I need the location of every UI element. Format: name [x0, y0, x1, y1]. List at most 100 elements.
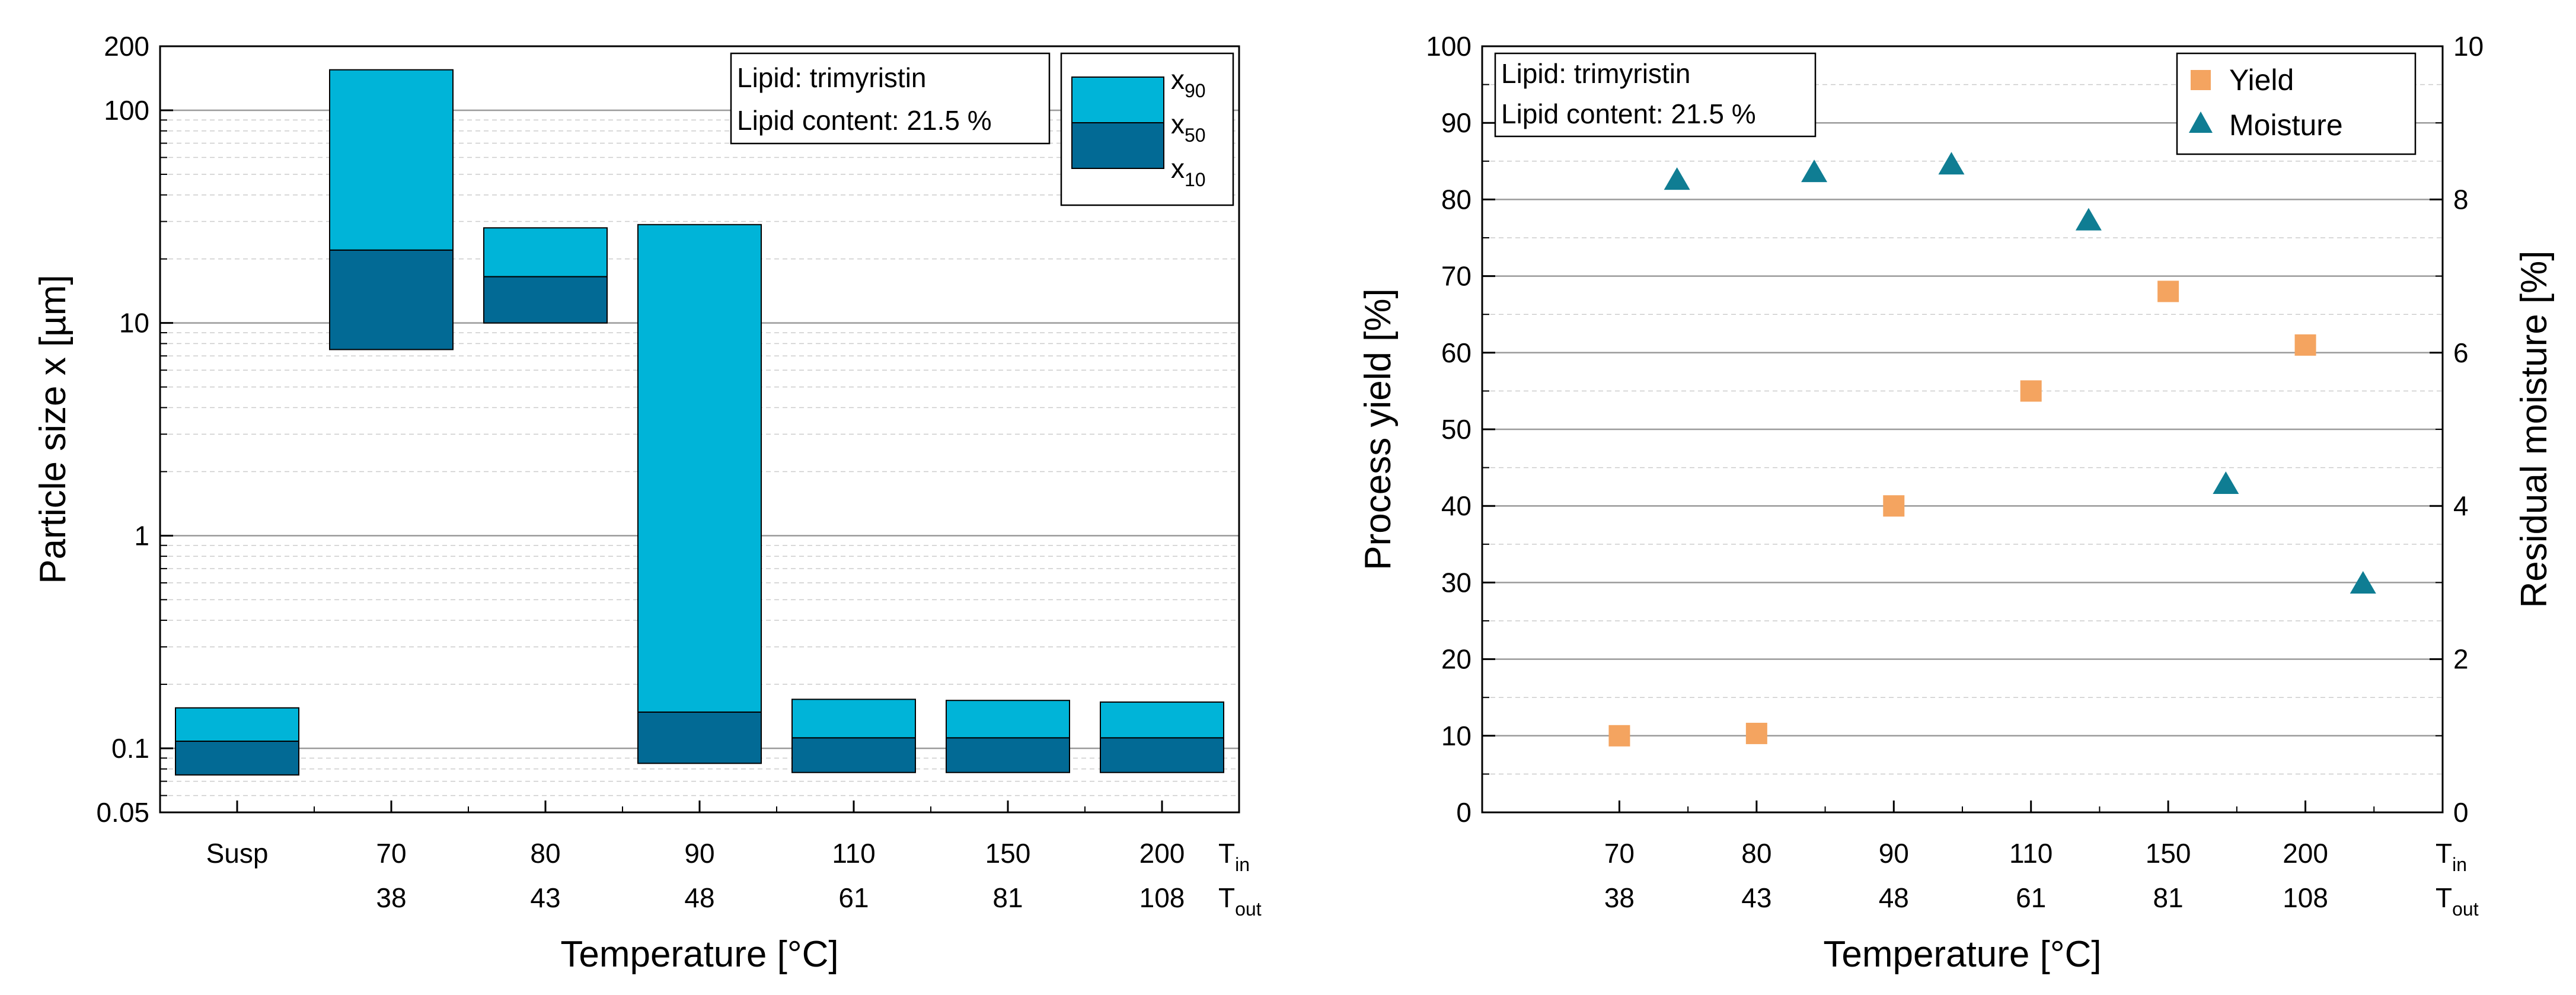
right-legend: Yield Moisture: [2176, 52, 2417, 155]
x-tick-label-tout: 43: [1741, 882, 1771, 913]
legend-x90-swatch: [1071, 76, 1164, 123]
legend-x50-swatch: [1071, 122, 1164, 169]
left-row-labels: Tin Tout: [1218, 838, 1262, 920]
y-tick-label: 10: [119, 308, 149, 339]
yield-point: [1608, 725, 1630, 747]
left-annotation-lipid: Lipid: trimyristin: [737, 62, 927, 93]
x-tick-label-tout: 61: [838, 882, 869, 913]
moisture-point: [1664, 167, 1690, 190]
legend-yield-label: Yield: [2229, 63, 2294, 97]
bar-x90-segment: [791, 699, 916, 739]
y-tick-label: 1: [134, 520, 149, 551]
x-tick-label-tout: 81: [992, 882, 1023, 913]
y-tick-label: 0.1: [111, 733, 149, 764]
y-tick-label: 40: [1441, 490, 1471, 521]
y-tick-label: 50: [1441, 414, 1471, 445]
x-tick-label-tin: 90: [1879, 838, 1909, 869]
x-tick-label-tin: 80: [530, 838, 560, 869]
yield-point: [1745, 722, 1767, 744]
x-tick-label-tin: 150: [2146, 838, 2191, 869]
y-tick-label: 100: [1426, 31, 1471, 62]
left-tout-label: Tout: [1218, 882, 1262, 920]
bar-x50-segment: [637, 711, 762, 764]
bar-x90-segment: [329, 69, 454, 251]
x-tick-label-tout: 48: [684, 882, 714, 913]
x-tick-label-tout: 43: [530, 882, 560, 913]
yield-point: [2294, 334, 2316, 356]
bar-x50-segment: [1100, 737, 1224, 773]
moisture-point: [2075, 208, 2102, 231]
x-tick-label-tin: 80: [1741, 838, 1771, 869]
x-tick-label-tout: 38: [376, 882, 406, 913]
moisture-point: [2350, 570, 2376, 594]
x-tick-label-tin: 70: [376, 838, 406, 869]
y-tick-label: 70: [1441, 261, 1471, 292]
x-tick-label-tin: 200: [2283, 838, 2328, 869]
legend-yield-marker: [2191, 70, 2211, 90]
y-tick-label: 60: [1441, 337, 1471, 368]
right-y-axis-label: Process yield [%]: [1358, 288, 1399, 570]
moisture-point: [2213, 471, 2239, 495]
left-legend: x90 x50 x10: [1060, 52, 1234, 206]
left-y-axis-label: Particle size x [µm]: [33, 275, 74, 584]
moisture-point: [1801, 160, 1828, 183]
right-points: [1608, 152, 2376, 747]
y-tick-label: 10: [1441, 720, 1471, 751]
y2-tick-label: 10: [2453, 31, 2484, 62]
y-tick-label: 30: [1441, 567, 1471, 598]
x-tick-label-tout: 61: [2016, 882, 2046, 913]
right-grid: [1482, 84, 2443, 775]
y2-tick-label: 0: [2453, 797, 2469, 828]
yield-point: [1883, 495, 1905, 517]
y-tick-label: 100: [104, 95, 149, 126]
y-tick-label: 20: [1441, 644, 1471, 675]
bar-x90-segment: [483, 227, 608, 278]
x-tick-label-tout: 48: [1879, 882, 1909, 913]
right-tin-label: Tin: [2435, 838, 2467, 875]
legend-moisture-marker: [2189, 111, 2213, 133]
x-tick-label-tin: Susp: [206, 838, 269, 869]
bar-x90-segment: [1100, 701, 1224, 739]
x-tick-label-tin: 90: [684, 838, 714, 869]
legend-x50-label: x50: [1171, 109, 1206, 146]
left-annotation-box: Lipid: trimyristin Lipid content: 21.5 %: [730, 52, 1051, 145]
y-tick-label: 0.05: [96, 797, 149, 828]
x-tick-label-tin: 110: [832, 838, 875, 869]
yield-point: [2157, 280, 2179, 302]
y2-tick-label: 2: [2453, 644, 2469, 675]
right-x-axis-label: Temperature [°C]: [1823, 934, 2101, 975]
x-tick-label-tin: 110: [2009, 838, 2052, 869]
left-x-axis-label: Temperature [°C]: [560, 934, 838, 975]
moisture-point: [1938, 152, 1965, 175]
left-bars: [175, 69, 1224, 776]
legend-x10-label: x10: [1171, 153, 1206, 190]
legend-x90-label: x90: [1171, 64, 1206, 101]
left-annotation-content: Lipid content: 21.5 %: [737, 105, 992, 136]
bar-x50-segment: [946, 737, 1070, 773]
y2-tick-label: 8: [2453, 184, 2469, 215]
y-tick-label: 80: [1441, 184, 1471, 215]
right-annotation-lipid: Lipid: trimyristin: [1501, 58, 1691, 89]
x-tick-label-tin: 150: [985, 838, 1031, 869]
yield-point: [2020, 380, 2042, 402]
right-annotation-box: Lipid: trimyristin Lipid content: 21.5 %: [1494, 52, 1817, 138]
x-tick-label-tin: 70: [1604, 838, 1635, 869]
left-tin-label: Tin: [1218, 838, 1250, 875]
bar-x90-segment: [637, 224, 762, 713]
right-axis-ticks: 0 10 20 30 40 50 60 70 80 90 100 0 2 4 6 8 10 70 38 80 43 90 4…: [1426, 31, 2484, 913]
right-y2-axis-label: Residual moisture [%]: [2514, 250, 2555, 608]
x-tick-label-tout: 108: [1139, 882, 1185, 913]
legend-moisture-label: Moisture: [2229, 109, 2343, 142]
bar-x90-segment: [946, 700, 1070, 739]
x-tick-label-tout: 81: [2153, 882, 2184, 913]
bar-x90-segment: [175, 707, 299, 742]
y-tick-label: 200: [104, 31, 149, 62]
bar-x50-segment: [175, 741, 299, 776]
y-tick-label: 90: [1441, 107, 1471, 138]
x-tick-label-tout: 108: [2283, 882, 2328, 913]
right-annotation-content: Lipid content: 21.5 %: [1501, 98, 1756, 129]
bar-x50-segment: [791, 737, 916, 773]
right-tout-label: Tout: [2435, 882, 2479, 920]
